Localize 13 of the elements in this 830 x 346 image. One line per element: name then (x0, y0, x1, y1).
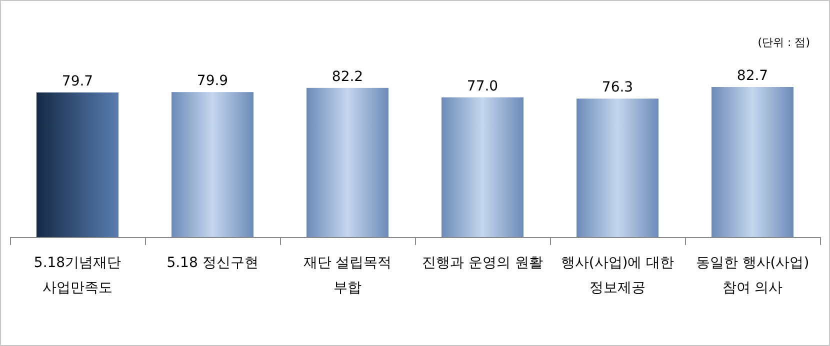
data-label: 79.7 (62, 73, 94, 90)
x-tick-label: 진행과 운영의 원활 (422, 255, 543, 271)
x-tick-label: 행사(사업)에 대한 정보제공 (560, 255, 674, 296)
text: (단위 : 점) (758, 36, 810, 49)
data-label: 77.0 (466, 78, 498, 94)
x-tick-label: 재단 설립목적 부합 (303, 255, 392, 296)
x-tick-label: 동일한 행사(사업) 참여 의사 (696, 255, 810, 296)
data-label: 82.2 (332, 68, 364, 85)
data-label: 76.3 (602, 80, 634, 96)
data-label: 82.7 (736, 68, 768, 84)
x-tick-label: 5.18기념재단 사업만족도 (34, 255, 122, 296)
x-tick-label: 5.18 정신구현 (166, 255, 258, 271)
data-label: 79.9 (196, 73, 228, 90)
